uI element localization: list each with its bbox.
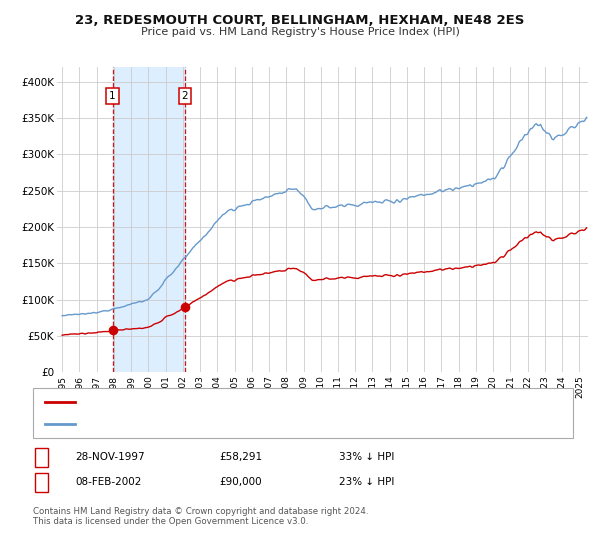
Text: 08-FEB-2002: 08-FEB-2002 bbox=[75, 477, 142, 487]
Point bbox=[108, 325, 118, 334]
Bar bbox=[113, 67, 185, 372]
Text: 23, REDESMOUTH COURT, BELLINGHAM, HEXHAM, NE48 2ES: 23, REDESMOUTH COURT, BELLINGHAM, HEXHAM… bbox=[76, 14, 524, 27]
Text: 1: 1 bbox=[38, 452, 44, 462]
Text: 33% ↓ HPI: 33% ↓ HPI bbox=[339, 452, 394, 462]
Text: £58,291: £58,291 bbox=[219, 452, 262, 462]
Text: 2: 2 bbox=[38, 477, 44, 487]
Text: Contains HM Land Registry data © Crown copyright and database right 2024.
This d: Contains HM Land Registry data © Crown c… bbox=[33, 507, 368, 526]
Text: HPI: Average price, detached house, Northumberland: HPI: Average price, detached house, Nort… bbox=[79, 419, 341, 429]
Text: 28-NOV-1997: 28-NOV-1997 bbox=[75, 452, 145, 462]
Text: 23% ↓ HPI: 23% ↓ HPI bbox=[339, 477, 394, 487]
Text: Price paid vs. HM Land Registry's House Price Index (HPI): Price paid vs. HM Land Registry's House … bbox=[140, 27, 460, 37]
Text: 23, REDESMOUTH COURT, BELLINGHAM, HEXHAM, NE48 2ES (detached house): 23, REDESMOUTH COURT, BELLINGHAM, HEXHAM… bbox=[79, 396, 466, 407]
Text: 1: 1 bbox=[109, 91, 116, 101]
Text: £90,000: £90,000 bbox=[219, 477, 262, 487]
Text: 2: 2 bbox=[182, 91, 188, 101]
Point bbox=[180, 302, 190, 311]
